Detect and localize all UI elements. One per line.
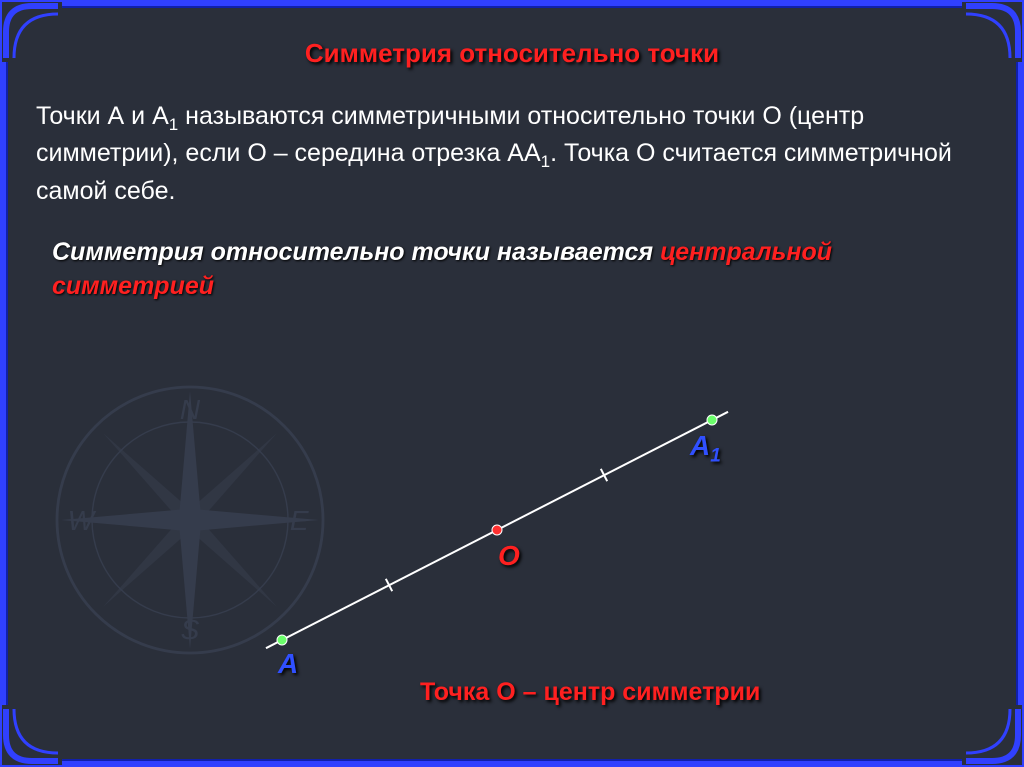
point-label: А1 bbox=[690, 430, 721, 468]
statement-part-1: Симметрия относительно точки называется bbox=[52, 238, 660, 266]
central-symmetry-statement: Симметрия относительно точки называется … bbox=[30, 236, 994, 304]
point-label: О bbox=[498, 540, 520, 572]
symmetry-diagram: А О А1 bbox=[30, 330, 994, 710]
diagram-svg bbox=[30, 330, 994, 710]
definition-paragraph: Точки А и А1 называются симметричными от… bbox=[30, 99, 994, 208]
point-label: А bbox=[278, 648, 298, 680]
diagram-caption: Точка О – центр симметрии bbox=[420, 678, 760, 707]
slide-content: Симметрия относительно точки Точки А и А… bbox=[30, 20, 994, 747]
slide-title: Симметрия относительно точки bbox=[30, 38, 994, 69]
